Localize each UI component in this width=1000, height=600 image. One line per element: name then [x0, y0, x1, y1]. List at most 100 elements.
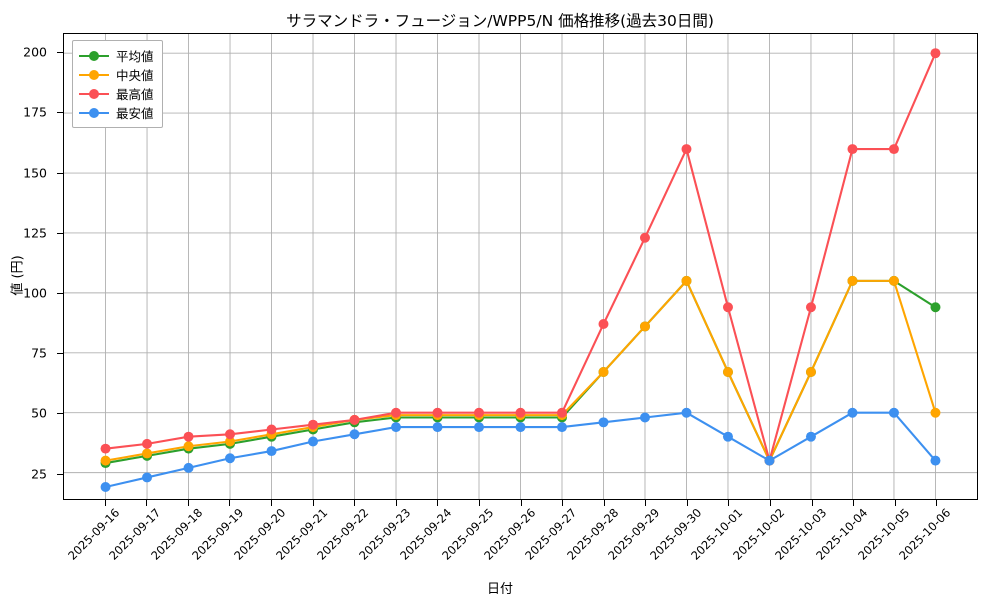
legend-label: 中央値: [116, 68, 154, 83]
series-marker: [391, 407, 402, 418]
x-tick-mark: [811, 500, 813, 506]
legend-item[interactable]: 最安値: [79, 103, 154, 122]
x-tick-mark: [645, 500, 647, 506]
y-axis-tick-labels: 25 50 75 100 125 150 175 200: [0, 0, 63, 600]
x-tick-mark: [478, 500, 480, 506]
series-marker: [349, 429, 360, 440]
series-marker: [266, 424, 277, 435]
y-tick-mark: [57, 473, 63, 475]
chart-legend: 平均値中央値最高値 最安値: [72, 40, 163, 128]
series-line-2: [104, 52, 937, 462]
x-tick-mark: [229, 500, 231, 506]
series-marker: [888, 144, 899, 155]
series-marker: [805, 302, 816, 313]
series-marker: [557, 422, 567, 433]
series-marker: [225, 429, 236, 440]
series-marker: [142, 448, 153, 459]
series-marker: [847, 275, 858, 286]
y-tick-mark: [57, 292, 63, 294]
y-axis-label: 値 (円): [10, 255, 26, 296]
legend-item[interactable]: 中央値: [79, 65, 154, 84]
series-marker: [598, 319, 609, 330]
x-tick-mark: [187, 500, 189, 506]
series-marker: [930, 455, 941, 466]
series-marker: [100, 455, 111, 466]
series-marker: [930, 302, 941, 313]
legend-label: 平均値: [116, 49, 154, 64]
series-marker: [805, 366, 816, 377]
series-marker: [847, 407, 858, 418]
y-tick-label: 100: [23, 285, 47, 301]
legend-item[interactable]: 最高値: [79, 84, 154, 103]
y-tick-mark: [57, 353, 63, 355]
legend-color-swatch: [79, 68, 109, 82]
series-marker: [100, 443, 111, 454]
legend-color-swatch: [79, 49, 109, 63]
x-axis-label: 日付: [486, 582, 513, 597]
legend-item[interactable]: 平均値: [79, 46, 154, 65]
series-marker: [515, 407, 526, 418]
x-tick-mark: [312, 500, 314, 506]
x-tick-mark: [562, 500, 564, 506]
series-marker: [142, 472, 153, 483]
x-tick-mark: [603, 500, 605, 506]
x-tick-mark: [728, 500, 730, 506]
legend-color-swatch: [79, 87, 109, 101]
series-marker: [183, 441, 194, 452]
legend-label: 最高値: [116, 87, 154, 102]
x-tick-mark: [104, 500, 106, 506]
series-marker: [722, 431, 733, 442]
y-tick-mark: [57, 172, 63, 174]
series-marker: [764, 455, 775, 466]
series-marker: [142, 438, 153, 449]
y-tick-label: 25: [31, 466, 47, 482]
y-tick-mark: [57, 232, 63, 234]
series-marker: [639, 321, 650, 332]
series-marker: [930, 407, 941, 418]
x-tick-mark: [354, 500, 356, 506]
series-marker: [349, 414, 360, 425]
x-tick-mark: [520, 500, 522, 506]
data-series-layer: [100, 48, 941, 492]
series-marker: [681, 144, 692, 155]
x-tick-mark: [146, 500, 148, 506]
series-marker: [183, 431, 194, 442]
series-marker: [598, 366, 609, 377]
y-tick-label: 50: [31, 405, 47, 421]
x-tick-mark: [770, 500, 772, 506]
y-tick-label: 150: [23, 165, 47, 181]
series-marker: [474, 422, 484, 433]
series-marker: [930, 48, 941, 59]
y-tick-mark: [57, 413, 63, 415]
x-tick-mark: [395, 500, 397, 506]
series-marker: [681, 407, 692, 418]
y-tick-label: 175: [23, 104, 47, 120]
series-marker: [805, 431, 816, 442]
series-marker: [432, 422, 443, 433]
y-tick-label: 200: [23, 44, 47, 60]
series-marker: [391, 422, 402, 433]
series-marker: [722, 302, 733, 313]
x-tick-mark: [270, 500, 272, 506]
series-marker: [308, 419, 319, 430]
series-marker: [639, 412, 650, 423]
x-tick-mark: [853, 500, 855, 506]
series-marker: [557, 407, 567, 418]
series-marker: [847, 144, 858, 155]
series-marker: [100, 482, 111, 492]
series-marker: [308, 436, 319, 447]
y-tick-mark: [57, 52, 63, 54]
series-marker: [722, 366, 733, 377]
x-tick-mark: [686, 500, 688, 506]
series-marker: [225, 436, 236, 447]
x-axis-tick-labels: 2025-09-16 2025-09-17 2025-09-18 2025-09-19…: [0, 500, 1000, 600]
y-tick-label: 75: [31, 345, 47, 361]
legend-color-swatch: [79, 106, 109, 120]
series-marker: [681, 275, 692, 286]
series-marker: [432, 407, 443, 418]
x-tick-mark: [894, 500, 896, 506]
series-marker: [474, 407, 484, 418]
y-tick-mark: [57, 112, 63, 114]
series-marker: [888, 275, 899, 286]
